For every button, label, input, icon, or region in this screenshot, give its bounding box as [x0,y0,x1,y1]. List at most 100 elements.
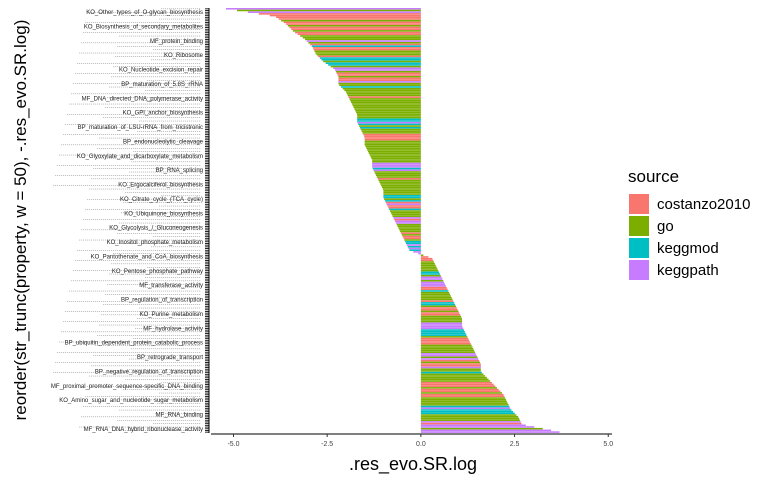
y-tick-label: BP_ubiquitin_dependent_protein_catabolic… [65,341,203,347]
bar [359,125,421,127]
bar [381,184,421,187]
bar [420,317,462,319]
bar [312,47,421,49]
bar [269,14,421,17]
bar [420,254,424,257]
bar [297,33,421,36]
bar [295,31,421,34]
bar [347,94,421,97]
bar [420,327,464,330]
y-tick-label: KO_Ribosome [164,53,204,59]
bar [375,172,421,175]
bar [420,382,492,384]
y-tick-label: KO_Biosynthesis_of_secondary_metabolites [84,24,203,30]
bar [345,91,421,93]
bar [355,110,421,112]
legend-label: keggmod [657,240,719,257]
bar [420,271,440,274]
bar [354,108,421,110]
bar [418,252,421,255]
legend: source costanzo2010 go keggmod keggpath [628,167,750,280]
bar [383,196,421,199]
bar [370,155,421,158]
bar [341,86,421,88]
bar [420,308,458,311]
bar [420,332,466,335]
bar [420,387,497,389]
bar [380,183,421,185]
bar [378,179,421,182]
bar [364,144,421,146]
bar [420,320,463,323]
y-tick-label: KO_Pantothenate_and_CoA_biosynthesis [91,254,203,260]
bar [342,87,421,90]
y-tick-label: BP_maturation_of_LSU-rRNA_from_tricistro… [78,125,203,131]
bar [369,154,421,156]
bar [336,72,421,75]
bar [420,399,507,401]
bar [420,426,535,428]
y-tick-label: MF_protein_binding [150,39,203,45]
bar [382,188,421,190]
bar [420,358,479,360]
bar [420,339,470,342]
bar [338,76,421,78]
bar [420,305,456,308]
bar [276,16,421,19]
bar [305,38,421,41]
bar [325,62,421,64]
bar [420,334,467,336]
bar [420,404,509,406]
x-axis: -5.0 -2.5 0.0 2.5 5.0 [211,433,613,448]
bar [420,393,504,396]
bar [420,421,521,423]
bar [420,290,449,292]
bar [420,274,441,277]
x-tick-label: 5.0 [603,441,613,448]
bar [420,337,469,340]
legend-swatch [629,238,649,258]
bar [356,111,421,114]
bar [420,371,482,374]
bar [420,427,543,430]
bar [392,215,421,217]
bar [420,300,454,302]
bar [420,353,476,355]
bar [420,266,437,268]
bar [281,19,421,22]
bar [359,127,421,129]
bar [337,74,421,76]
bar [413,251,421,253]
bar [420,376,487,379]
bar [420,291,450,294]
bar [365,145,421,148]
bar [328,64,421,66]
y-tick-label: BP_endonucleolytic_cleavage [123,139,204,145]
legend-swatch [629,216,649,236]
bar [398,227,421,229]
legend-swatch [629,260,649,280]
bar [409,249,421,251]
bar [376,174,421,177]
bar [404,239,421,241]
bar [315,52,421,54]
bar [420,273,440,275]
bar [420,268,438,270]
y-tick-label: KO_Ergocalciferol_biosynthesis [118,183,203,189]
bar [420,365,481,367]
bar [420,412,515,415]
bar [225,8,421,10]
bar [420,373,484,376]
bar [420,380,491,382]
bar [313,48,421,51]
bar [333,67,421,70]
bar [387,205,421,207]
bar [393,217,421,219]
bar [338,82,421,85]
bar [306,40,421,42]
bar [367,150,421,153]
bar [400,232,421,234]
bar [357,118,421,121]
bar [356,113,421,115]
bar [399,229,421,231]
